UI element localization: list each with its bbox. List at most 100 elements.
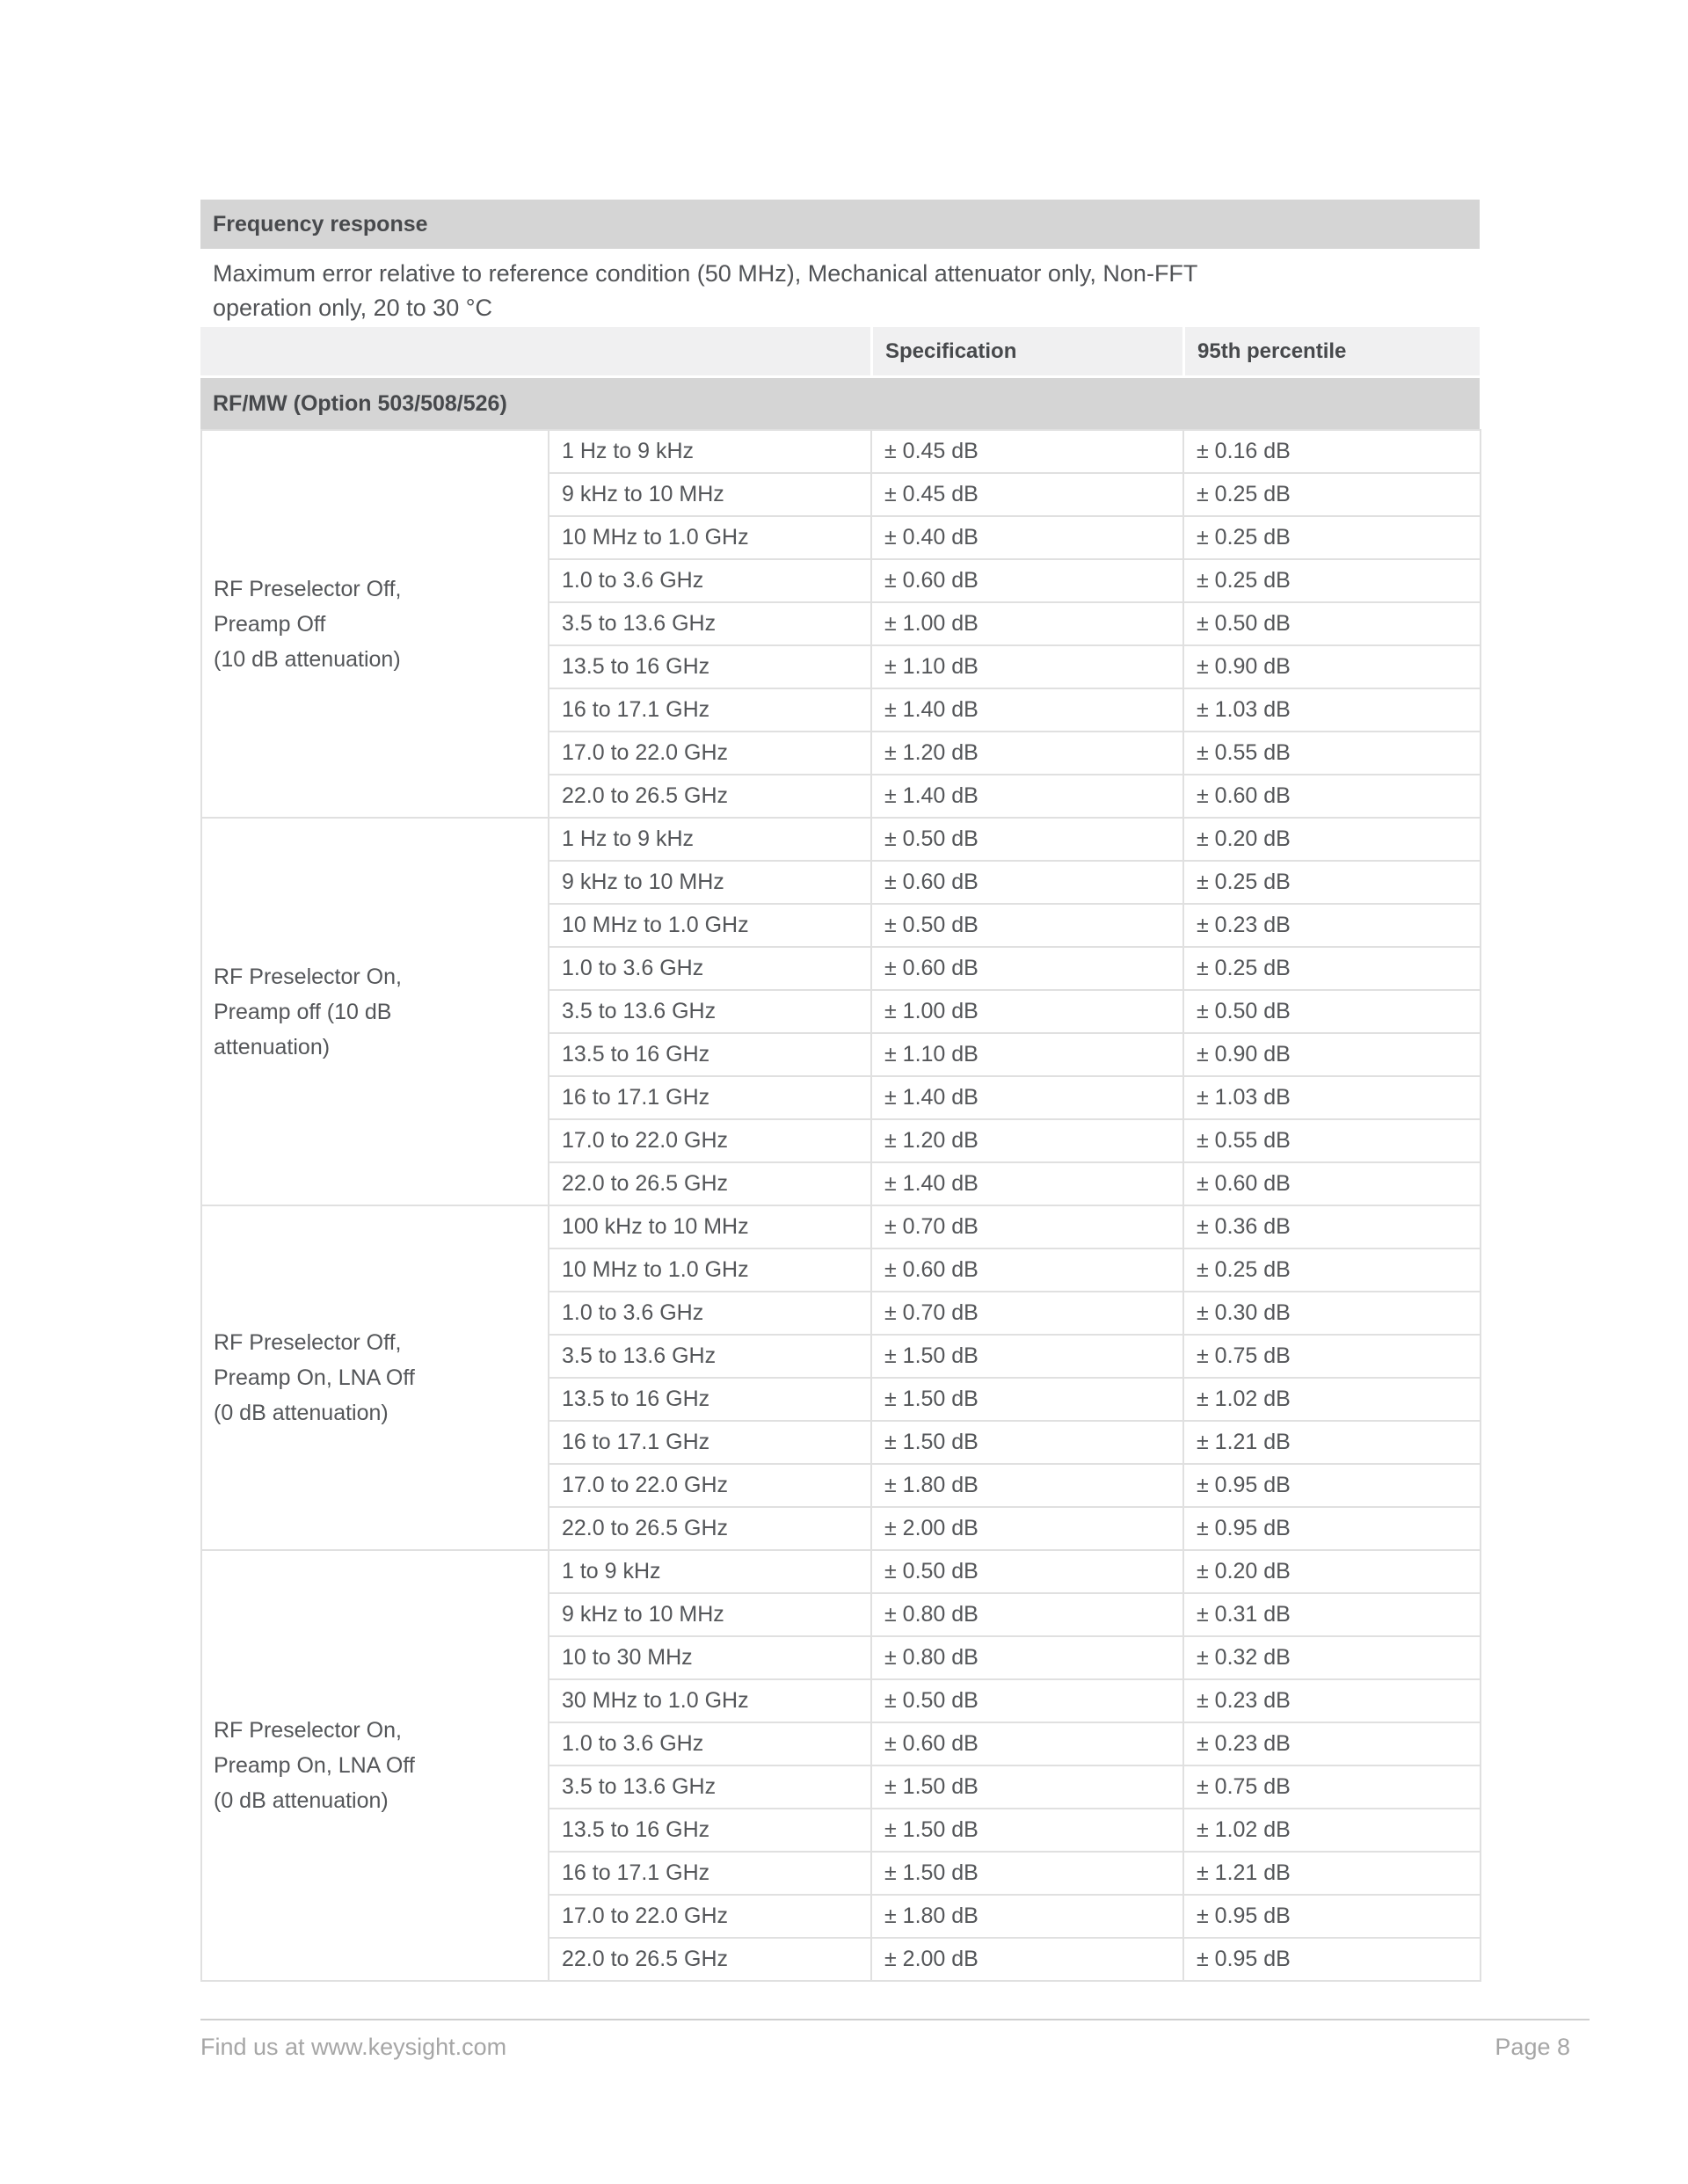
percentile-cell: ± 0.50 dB [1182, 601, 1481, 646]
group-label: RF Preselector Off, Preamp Off (10 dB atte… [200, 429, 549, 819]
specification-cell: ± 2.00 dB [870, 1506, 1184, 1551]
spec-row: 22.0 to 26.5 GHz ± 1.40 dB ± 0.60 dB [201, 1161, 1481, 1206]
specification-cell: ± 0.60 dB [870, 1248, 1184, 1292]
frequency-range-cell: 3.5 to 13.6 GHz [548, 601, 872, 646]
frequency-range-cell: 16 to 17.1 GHz [548, 1420, 872, 1465]
spec-row: RF Preselector On, Preamp off (10 dB atten… [200, 817, 1481, 1206]
specification-cell: ± 1.50 dB [870, 1420, 1184, 1465]
percentile-cell: ± 1.03 dB [1182, 688, 1481, 732]
percentile-cell: ± 0.90 dB [1182, 1032, 1481, 1077]
specification-cell: ± 1.50 dB [870, 1808, 1184, 1853]
page-number: Page 8 [1495, 2034, 1570, 2060]
column-header-specification: Specification [870, 327, 1182, 375]
table-title-bar: Frequency response [200, 200, 1480, 249]
frequency-range-cell: 13.5 to 16 GHz [548, 1032, 872, 1077]
frequency-range-cell: 1.0 to 3.6 GHz [548, 946, 872, 991]
frequency-range-cell: 9 kHz to 10 MHz [548, 860, 872, 905]
specification-cell: ± 0.50 dB [870, 903, 1184, 948]
percentile-cell: ± 0.75 dB [1182, 1765, 1481, 1809]
percentile-cell: ± 0.55 dB [1182, 731, 1481, 775]
spec-row: 10 MHz to 1.0 GHz ± 0.60 dB ± 0.25 dB [201, 1248, 1481, 1292]
frequency-range-cell: 1.0 to 3.6 GHz [548, 1291, 872, 1336]
frequency-range-cell: 22.0 to 26.5 GHz [548, 1506, 872, 1551]
frequency-range-cell: 9 kHz to 10 MHz [548, 1592, 872, 1637]
frequency-range-cell: 9 kHz to 10 MHz [548, 472, 872, 517]
group-label-line: RF Preselector On, [214, 1718, 402, 1743]
frequency-range-cell: 10 MHz to 1.0 GHz [548, 1248, 872, 1292]
percentile-cell: ± 0.23 dB [1182, 903, 1481, 948]
frequency-range-cell: 17.0 to 22.0 GHz [548, 1894, 872, 1939]
frequency-range-cell: 10 MHz to 1.0 GHz [548, 903, 872, 948]
group-label-line: (0 dB attenuation) [214, 1788, 389, 1813]
page-footer: Find us at www.keysight.com Page 8 [200, 2019, 1590, 2061]
spec-row: 1.0 to 3.6 GHz ± 0.60 dB ± 0.25 dB [201, 558, 1481, 603]
specification-cell: ± 0.45 dB [870, 429, 1184, 474]
spec-row: 13.5 to 16 GHz ± 1.10 dB ± 0.90 dB [201, 1032, 1481, 1077]
section-header-rfmw: RF/MW (Option 503/508/526) [200, 378, 1480, 429]
specification-cell: ± 1.50 dB [870, 1765, 1184, 1809]
group-label-line: Preamp On, LNA Off [214, 1753, 415, 1778]
percentile-cell: ± 0.32 dB [1182, 1635, 1481, 1680]
spec-row: 17.0 to 22.0 GHz ± 1.80 dB ± 0.95 dB [201, 1463, 1481, 1508]
specification-cell: ± 0.60 dB [870, 558, 1184, 603]
spec-row: 3.5 to 13.6 GHz ± 1.00 dB ± 0.50 dB [201, 989, 1481, 1034]
group-label-line: RF Preselector On, [214, 964, 402, 989]
spec-row: 16 to 17.1 GHz ± 1.40 dB ± 1.03 dB [201, 1075, 1481, 1120]
specification-cell: ± 1.50 dB [870, 1377, 1184, 1422]
specification-cell: ± 1.80 dB [870, 1463, 1184, 1508]
percentile-cell: ± 0.20 dB [1182, 817, 1481, 862]
frequency-range-cell: 1 Hz to 9 kHz [548, 429, 872, 474]
frequency-range-cell: 1 Hz to 9 kHz [548, 817, 872, 862]
spec-row: 13.5 to 16 GHz ± 1.10 dB ± 0.90 dB [201, 644, 1481, 689]
group-label-line: Preamp off (10 dB [214, 999, 392, 1024]
percentile-cell: ± 0.23 dB [1182, 1722, 1481, 1766]
percentile-cell: ± 0.30 dB [1182, 1291, 1481, 1336]
percentile-cell: ± 0.50 dB [1182, 989, 1481, 1034]
spec-table: RF Preselector Off, Preamp Off (10 dB atte… [200, 429, 1481, 1982]
spec-row: RF Preselector Off, Preamp Off (10 dB atte… [200, 429, 1481, 819]
specification-cell: ± 1.20 dB [870, 731, 1184, 775]
frequency-range-cell: 17.0 to 22.0 GHz [548, 1118, 872, 1163]
specification-cell: ± 1.40 dB [870, 688, 1184, 732]
percentile-cell: ± 1.02 dB [1182, 1808, 1481, 1853]
specification-cell: ± 0.45 dB [870, 472, 1184, 517]
specification-cell: ± 0.70 dB [870, 1205, 1184, 1249]
spec-row: 16 to 17.1 GHz ± 1.40 dB ± 1.03 dB [201, 688, 1481, 732]
frequency-range-cell: 10 to 30 MHz [548, 1635, 872, 1680]
spec-row: 10 MHz to 1.0 GHz ± 0.50 dB ± 0.23 dB [201, 903, 1481, 948]
frequency-response-table: Frequency response Maximum error relativ… [200, 200, 1481, 1982]
frequency-range-cell: 13.5 to 16 GHz [548, 1377, 872, 1422]
percentile-cell: ± 0.95 dB [1182, 1506, 1481, 1551]
spec-row: 3.5 to 13.6 GHz ± 1.50 dB ± 0.75 dB [201, 1334, 1481, 1379]
specification-cell: ± 0.80 dB [870, 1635, 1184, 1680]
percentile-cell: ± 0.23 dB [1182, 1678, 1481, 1723]
spec-row: 13.5 to 16 GHz ± 1.50 dB ± 1.02 dB [201, 1808, 1481, 1853]
spec-row: 22.0 to 26.5 GHz ± 2.00 dB ± 0.95 dB [201, 1937, 1481, 1982]
percentile-cell: ± 1.03 dB [1182, 1075, 1481, 1120]
group-label-line: RF Preselector Off, [214, 576, 402, 601]
frequency-range-cell: 1 to 9 kHz [548, 1549, 872, 1594]
specification-cell: ± 0.50 dB [870, 817, 1184, 862]
specification-cell: ± 1.80 dB [870, 1894, 1184, 1939]
percentile-cell: ± 0.95 dB [1182, 1463, 1481, 1508]
spec-row: 16 to 17.1 GHz ± 1.50 dB ± 1.21 dB [201, 1420, 1481, 1465]
spec-row: 10 to 30 MHz ± 0.80 dB ± 0.32 dB [201, 1635, 1481, 1680]
group-label-line: RF Preselector Off, [214, 1330, 402, 1355]
column-header-empty-1 [200, 327, 548, 375]
frequency-range-cell: 16 to 17.1 GHz [548, 688, 872, 732]
frequency-range-cell: 1.0 to 3.6 GHz [548, 1722, 872, 1766]
subtitle-line-2: operation only, 20 to 30 °C [213, 295, 493, 321]
specification-cell: ± 1.10 dB [870, 644, 1184, 689]
specification-cell: ± 1.40 dB [870, 1075, 1184, 1120]
spec-row: 13.5 to 16 GHz ± 1.50 dB ± 1.02 dB [201, 1377, 1481, 1422]
group-label: RF Preselector Off, Preamp On, LNA Off (0 … [200, 1205, 549, 1551]
percentile-cell: ± 0.25 dB [1182, 558, 1481, 603]
percentile-cell: ± 0.16 dB [1182, 429, 1481, 474]
footer-find-us-text: Find us at www.keysight.com [200, 2034, 507, 2060]
percentile-cell: ± 0.25 dB [1182, 860, 1481, 905]
specification-cell: ± 0.60 dB [870, 860, 1184, 905]
column-header-empty-2 [548, 327, 870, 375]
group-label-line: (0 dB attenuation) [214, 1401, 389, 1425]
table-subtitle: Maximum error relative to reference cond… [200, 249, 1480, 327]
spec-row: 3.5 to 13.6 GHz ± 1.50 dB ± 0.75 dB [201, 1765, 1481, 1809]
